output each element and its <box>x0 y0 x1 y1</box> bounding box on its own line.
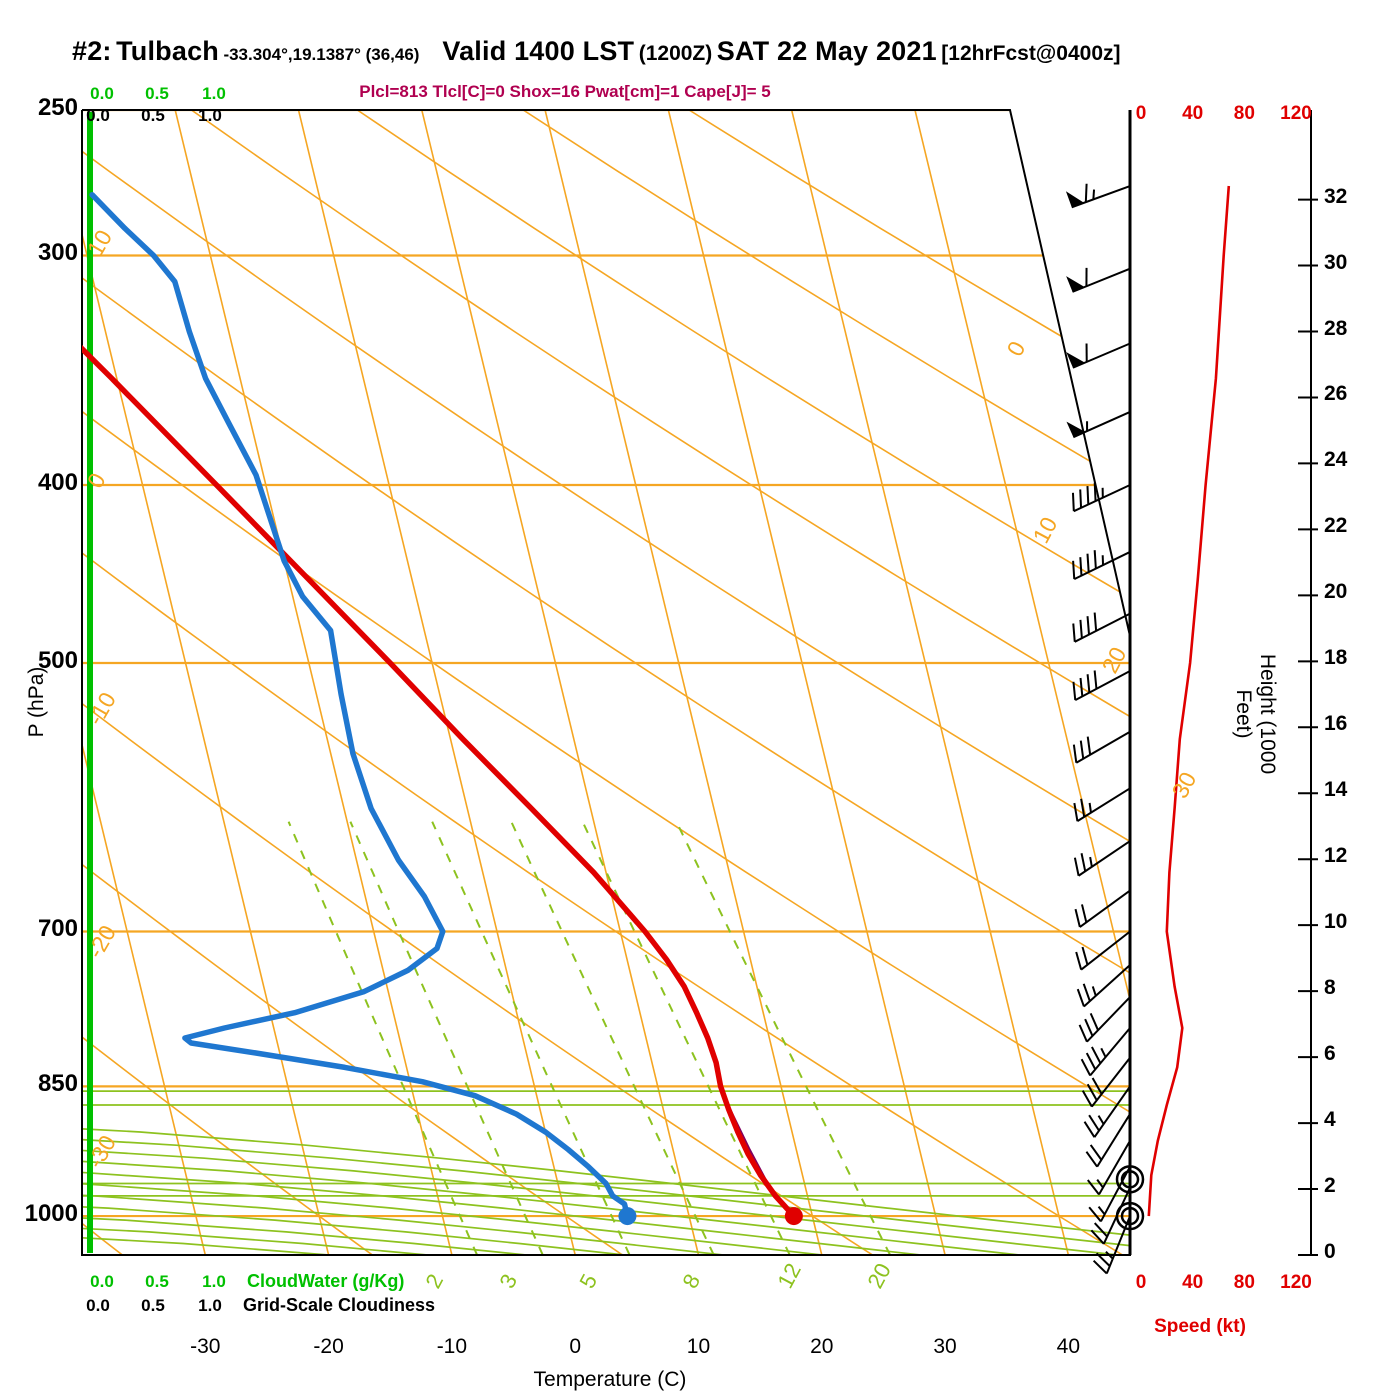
speed-tick-120: 120 <box>1280 103 1312 124</box>
mixing-ratio-label-5: 5 <box>574 1270 602 1293</box>
wind-barb <box>1065 183 1131 209</box>
temperature-profile <box>82 183 797 1219</box>
height-axis-label: Height (1000 Feet) <box>1232 653 1279 775</box>
wind-barb <box>1072 612 1131 643</box>
speed-axis-label: Speed (kt) <box>1154 1316 1246 1337</box>
valid-utc: (1200Z) <box>638 42 713 65</box>
height-tick-0: 0 <box>1324 1240 1336 1263</box>
temperature-tick--30: -30 <box>190 1335 221 1358</box>
wind-barb <box>1074 889 1131 928</box>
height-tick-26: 26 <box>1324 382 1348 406</box>
dry-adiabat-label-10: 10 <box>1027 513 1062 548</box>
wind-barb <box>1066 267 1131 293</box>
pressure-tick-850: 850 <box>37 1070 78 1098</box>
wind-barb <box>1072 730 1131 764</box>
height-tick-12: 12 <box>1324 844 1348 868</box>
mixing-ratio-label-12: 12 <box>772 1259 806 1292</box>
mixing-ratio-label-20: 20 <box>862 1259 896 1292</box>
wind-barb <box>1076 964 1131 1008</box>
page-title: #2: Tulbach -33.304°,19.1387° (36,46) Va… <box>0 36 1400 70</box>
wind-level-marker <box>1120 1170 1140 1189</box>
height-tick-24: 24 <box>1324 448 1348 472</box>
wind-barb <box>1075 930 1131 971</box>
wind-barb <box>1066 342 1131 369</box>
dry-adiabat-label-0: 0 <box>1001 337 1030 361</box>
valid-date: SAT 22 May 2021 <box>716 36 937 66</box>
temperature-tick-10: 10 <box>686 1335 711 1358</box>
dry-adiabat-label-30: 30 <box>1166 768 1201 803</box>
pressure-tick-700: 700 <box>37 915 78 943</box>
height-tick-10: 10 <box>1324 910 1348 934</box>
surface-dewpoint-marker <box>618 1207 637 1226</box>
wind-barb <box>1088 1166 1131 1223</box>
station-name: Tulbach <box>116 36 219 66</box>
height-tick-6: 6 <box>1324 1042 1336 1066</box>
forecast-tag: [12hrFcst@0400z] <box>941 42 1121 65</box>
wind-barb <box>1072 550 1131 581</box>
wind-barb <box>1078 996 1131 1043</box>
wind-barb <box>1073 840 1131 877</box>
temperature-tick-40: 40 <box>1056 1335 1081 1358</box>
cloudiness-axis-label: Grid-Scale Cloudiness <box>243 1295 436 1315</box>
pressure-tick-500: 500 <box>37 647 78 675</box>
cloudwater-axis-label: CloudWater (g/Kg) <box>247 1271 405 1291</box>
wind-barb <box>1085 1113 1131 1168</box>
height-tick-30: 30 <box>1324 250 1348 274</box>
wind-barb <box>1071 482 1131 513</box>
valid-time: Valid 1400 LST <box>442 36 635 66</box>
height-tick-22: 22 <box>1324 514 1348 538</box>
wind-barb <box>1081 1057 1131 1108</box>
isotherm-label-0: 0 <box>82 468 111 492</box>
height-tick-18: 18 <box>1324 646 1348 670</box>
wind-speed-curve <box>1147 185 1231 1217</box>
speed-tick-40: 40 <box>1182 1272 1204 1293</box>
speed-tick-120: 120 <box>1280 1272 1312 1293</box>
height-tick-32: 32 <box>1324 184 1348 208</box>
speed-tick-0: 0 <box>1135 1272 1147 1293</box>
temperature-axis-label: Temperature (C) <box>533 1368 687 1391</box>
pressure-axis-label: P (hPa) <box>25 666 48 738</box>
wind-level-marker <box>1115 1201 1145 1231</box>
temperature-tick-20: 20 <box>810 1335 834 1358</box>
temperature-tick-0: 0 <box>569 1335 582 1358</box>
mixing-ratio-label-2: 2 <box>420 1270 448 1293</box>
pressure-tick-250: 250 <box>37 94 78 121</box>
temperature-tick--10: -10 <box>436 1335 468 1358</box>
plot-frame <box>81 109 1131 1256</box>
wind-barb <box>1066 411 1131 439</box>
pressure-tick-300: 300 <box>37 239 78 267</box>
wind-barb <box>1080 1027 1131 1077</box>
wind-barb <box>1092 1215 1131 1275</box>
speed-tick-40: 40 <box>1182 103 1204 124</box>
wind-level-marker <box>1120 1206 1140 1226</box>
speed-tick-80: 80 <box>1233 103 1255 124</box>
mixing-ratio-label-3: 3 <box>494 1270 522 1293</box>
dewpoint-profile <box>89 191 631 1219</box>
station-id: #2: <box>72 36 112 66</box>
height-tick-8: 8 <box>1324 976 1336 1000</box>
pressure-tick-400: 400 <box>37 468 78 496</box>
pressure-tick-1000: 1000 <box>24 1200 78 1228</box>
temperature-tick-30: 30 <box>933 1335 957 1358</box>
height-tick-28: 28 <box>1324 316 1348 340</box>
wind-barb <box>1086 1140 1131 1196</box>
height-tick-14: 14 <box>1324 778 1348 802</box>
speed-tick-80: 80 <box>1233 1272 1255 1293</box>
height-tick-2: 2 <box>1324 1174 1336 1198</box>
height-tick-4: 4 <box>1324 1108 1336 1132</box>
stability-parameters: Plcl=813 Tlcl[C]=0 Shox=16 Pwat[cm]=1 Ca… <box>359 82 771 101</box>
station-coords: -33.304°,19.1387° (36,46) <box>223 45 420 64</box>
wind-barb <box>1072 670 1131 701</box>
speed-tick-0: 0 <box>1135 103 1147 124</box>
height-tick-20: 20 <box>1324 580 1348 604</box>
wind-barb <box>1083 1085 1131 1138</box>
surface-temperature-marker <box>784 1207 803 1226</box>
wind-barb <box>1073 787 1131 823</box>
wind-level-marker <box>1115 1165 1145 1194</box>
height-tick-16: 16 <box>1324 712 1348 736</box>
temperature-tick--20: -20 <box>313 1335 344 1358</box>
mixing-ratio-label-8: 8 <box>677 1270 705 1293</box>
